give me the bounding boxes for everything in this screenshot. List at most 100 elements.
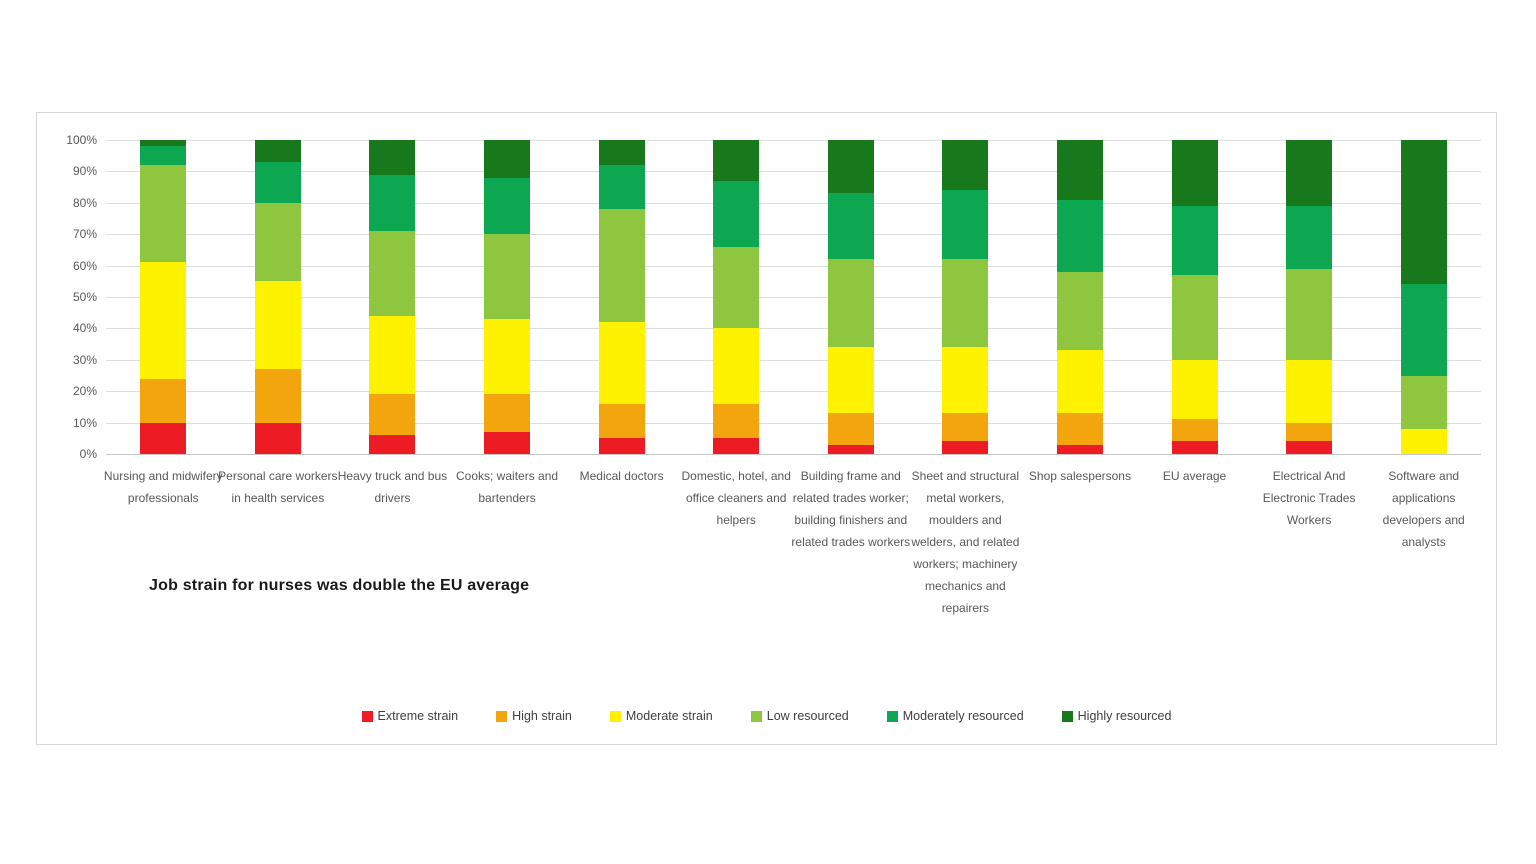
y-tick-label: 100% xyxy=(66,133,97,147)
bar-segment xyxy=(942,259,989,348)
bar-segment xyxy=(254,369,301,423)
legend-item: Moderate strain xyxy=(609,709,713,723)
bar-segment xyxy=(369,315,416,395)
bar-10 xyxy=(1171,140,1218,454)
bar-segment xyxy=(942,190,989,260)
gridline-20% xyxy=(106,391,1481,393)
bar-segment xyxy=(140,146,187,166)
bar-segment xyxy=(827,140,874,194)
bar-segment xyxy=(1171,140,1218,206)
y-tick-label: 80% xyxy=(72,195,97,210)
bar-segment xyxy=(369,435,416,454)
gridline-30% xyxy=(106,359,1481,361)
bar-segment xyxy=(713,246,760,329)
bar-segment xyxy=(1056,199,1103,272)
gridline-80% xyxy=(106,202,1481,204)
legend-swatch-icon xyxy=(609,710,621,722)
gridline-90% xyxy=(106,171,1481,173)
gridline-100% xyxy=(106,140,1481,141)
legend-swatch-icon xyxy=(496,710,508,722)
bar-segment xyxy=(254,202,301,282)
bar-segment xyxy=(1400,140,1447,285)
bar-segment xyxy=(942,441,989,454)
x-axis-label: EU average xyxy=(1162,469,1227,483)
y-tick-label: 0% xyxy=(79,447,97,461)
x-axis-label: Heavy truck and bus drivers xyxy=(337,469,448,505)
bar-segment xyxy=(484,432,531,454)
bar-segment xyxy=(369,174,416,232)
gridline-0% xyxy=(106,454,1481,455)
bar-segment xyxy=(598,209,645,323)
legend-item: Low resourced xyxy=(750,709,849,723)
x-axis-label: Shop salespersons xyxy=(1028,469,1131,483)
bar-segment xyxy=(484,234,531,319)
legend-swatch-icon xyxy=(361,710,373,722)
bar-segment xyxy=(713,403,760,439)
x-axis-label: Electrical And Electronic Trades Workers xyxy=(1262,469,1356,527)
bar-segment xyxy=(1286,422,1333,442)
bar-segment xyxy=(1400,375,1447,429)
chart-card: 0% 10% 20% 30% 40% 50% 60% 70% 80% 90% 100% Nursin… xyxy=(36,112,1497,745)
legend-label: Low resourced xyxy=(766,709,849,723)
legend-swatch-icon xyxy=(1061,710,1073,722)
x-axis-label: Sheet and structural metal workers, moul… xyxy=(911,469,1020,615)
chart-annotation: Job strain for nurses was double the EU … xyxy=(149,577,530,594)
bar-segment xyxy=(140,140,187,147)
bar-2 xyxy=(254,140,301,454)
y-tick-label: 70% xyxy=(72,227,97,242)
x-axis-label: Domestic, hotel, and office cleaners and… xyxy=(681,469,791,527)
bar-segment xyxy=(484,177,531,235)
x-axis-label: Personal care workers in health services xyxy=(218,469,338,505)
bar-segment xyxy=(827,193,874,260)
bar-segment xyxy=(942,347,989,414)
bar-segment xyxy=(369,394,416,436)
bar-segment xyxy=(1056,140,1103,200)
bar-segment xyxy=(254,162,301,203)
bar-segment xyxy=(254,422,301,454)
bar-segment xyxy=(713,438,760,454)
bar-3 xyxy=(369,140,416,454)
bar-segment xyxy=(369,140,416,175)
bar-8 xyxy=(942,140,989,454)
gridline-60% xyxy=(106,265,1481,267)
bar-segment xyxy=(598,140,645,166)
x-axis-label: Cooks; waiters and bartenders xyxy=(456,469,559,505)
legend-swatch-icon xyxy=(886,710,898,722)
bar-segment xyxy=(713,328,760,404)
bar-segment xyxy=(1286,441,1333,454)
bar-segment xyxy=(942,413,989,442)
bar-segment xyxy=(598,403,645,439)
bar-segment xyxy=(1171,275,1218,360)
bar-1 xyxy=(140,140,187,454)
y-tick-label: 90% xyxy=(72,164,97,179)
bar-segment xyxy=(1286,140,1333,206)
legend-item: High strain xyxy=(496,709,572,723)
bar-segment xyxy=(713,180,760,247)
y-tick-label: 10% xyxy=(72,415,97,430)
bar-segment xyxy=(713,140,760,181)
legend-item: Extreme strain xyxy=(361,709,459,723)
bar-segment xyxy=(827,259,874,348)
bar-segment xyxy=(1056,271,1103,351)
legend-item: Moderately resourced xyxy=(886,709,1024,723)
bar-segment xyxy=(484,394,531,433)
gridline-70% xyxy=(106,234,1481,236)
bar-segment xyxy=(1400,284,1447,376)
legend-item: Highly resourced xyxy=(1061,709,1171,723)
gridline-50% xyxy=(106,297,1481,298)
bar-segment xyxy=(1400,428,1447,454)
bar-segment xyxy=(1171,359,1218,420)
bar-segment xyxy=(140,165,187,263)
bar-segment xyxy=(1286,268,1333,360)
x-axis-label: Nursing and midwifery professionals xyxy=(103,469,223,505)
y-tick-label: 50% xyxy=(72,290,97,304)
bar-segment xyxy=(827,444,874,454)
bar-segment xyxy=(1056,444,1103,454)
bar-segment xyxy=(1171,419,1218,442)
x-axis-label: Building frame and related trades worker… xyxy=(791,469,911,549)
bar-4 xyxy=(484,140,531,454)
x-axis-label: Medical doctors xyxy=(579,469,664,483)
legend-label: Extreme strain xyxy=(377,709,459,723)
bar-segment xyxy=(827,347,874,414)
bar-segment xyxy=(598,165,645,210)
